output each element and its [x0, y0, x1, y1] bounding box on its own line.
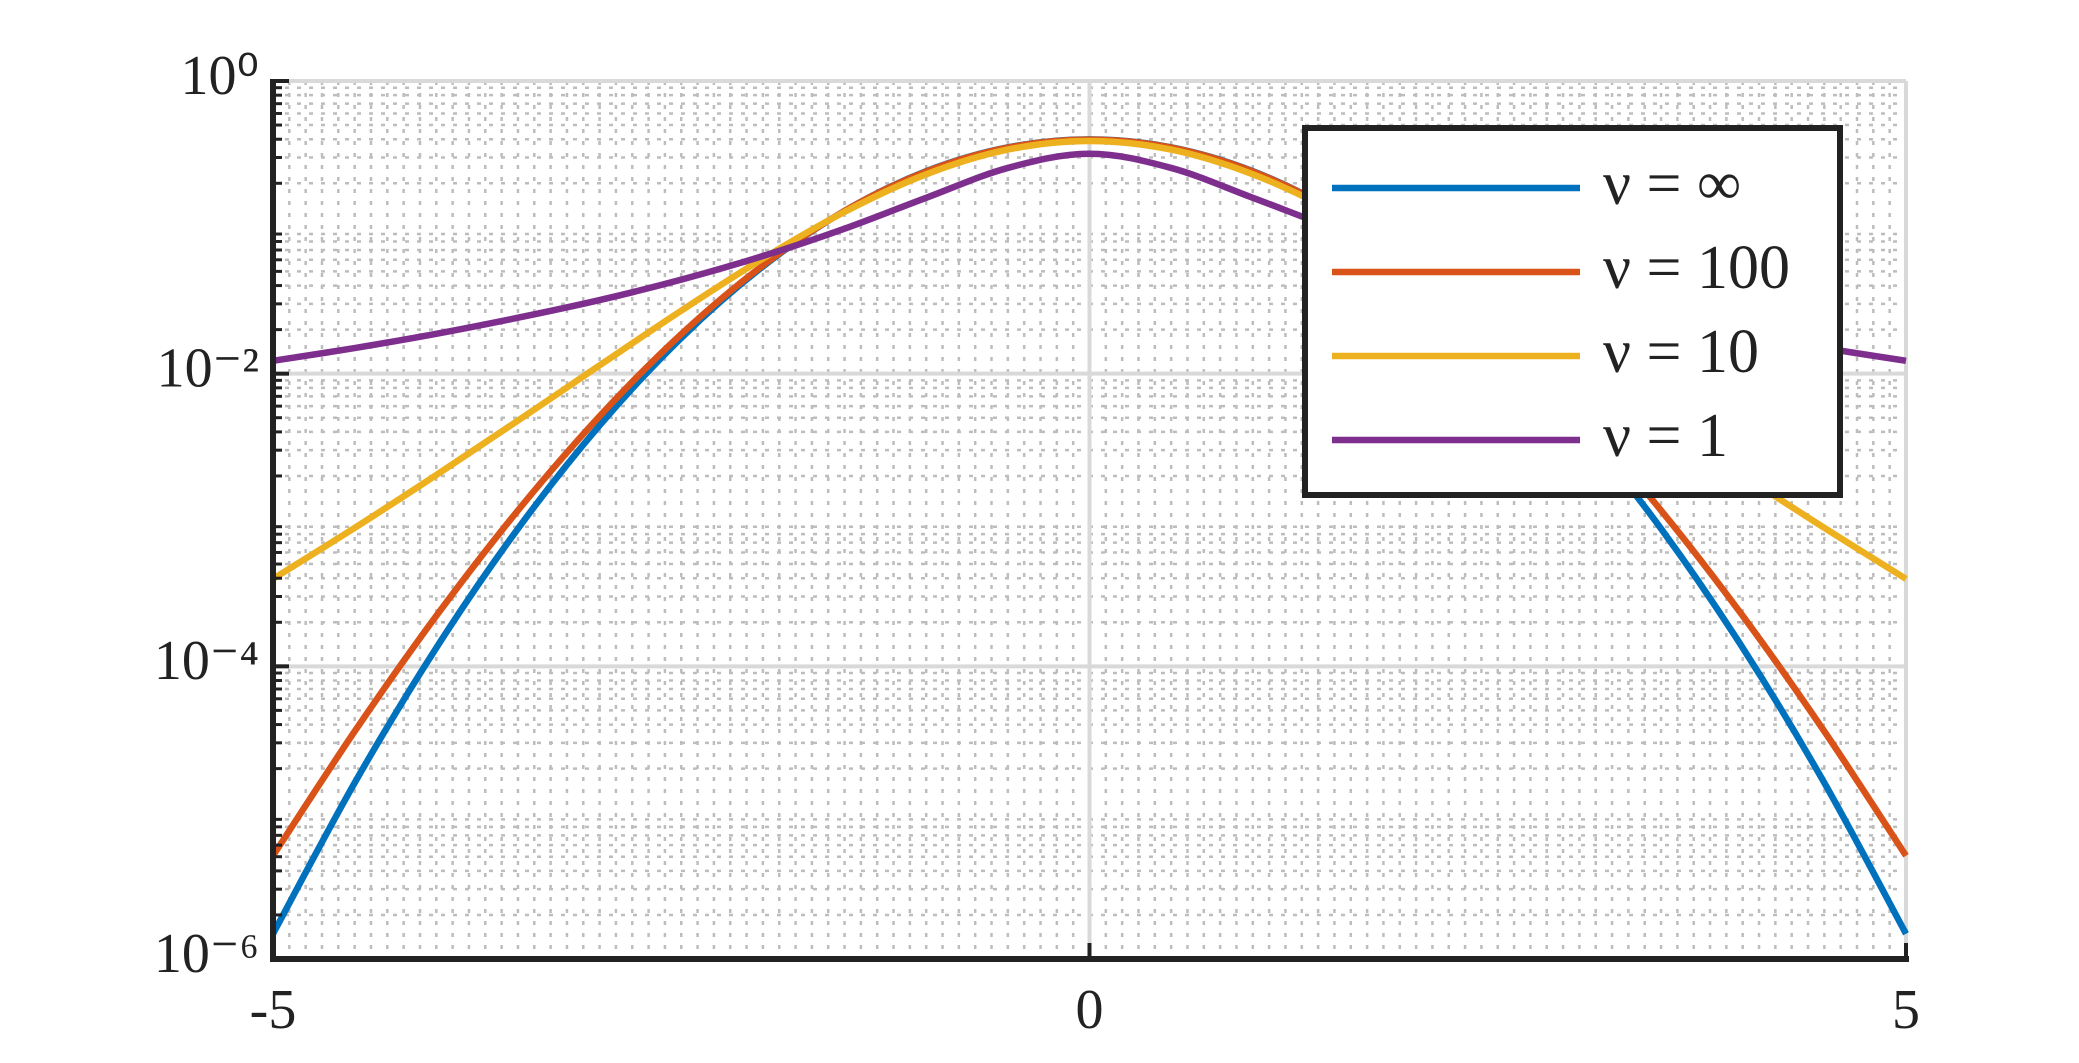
legend-label: ν = ∞ — [1603, 150, 1741, 218]
legend-label: ν = 100 — [1603, 234, 1790, 302]
legend: ν = ∞ ν = 100 ν = 10 ν = 1 — [1302, 125, 1843, 498]
y-tick-label: 10⁻⁶ — [154, 923, 259, 985]
x-tick-label: 0 — [1076, 979, 1104, 1041]
y-tick-label: 10⁻⁴ — [154, 630, 259, 692]
legend-label: ν = 1 — [1603, 402, 1728, 470]
legend-label: ν = 10 — [1603, 318, 1759, 386]
x-tick-label: -5 — [250, 979, 297, 1041]
y-tick-label: 10⁰ — [181, 45, 259, 107]
axes: 10⁻⁶ 10⁻⁴ 10⁻² 10⁰ -5 0 5 — [154, 45, 1920, 1041]
x-tick-label: 5 — [1892, 979, 1920, 1041]
y-tick-label: 10⁻² — [157, 338, 259, 400]
plot-lines — [270, 136, 1909, 936]
